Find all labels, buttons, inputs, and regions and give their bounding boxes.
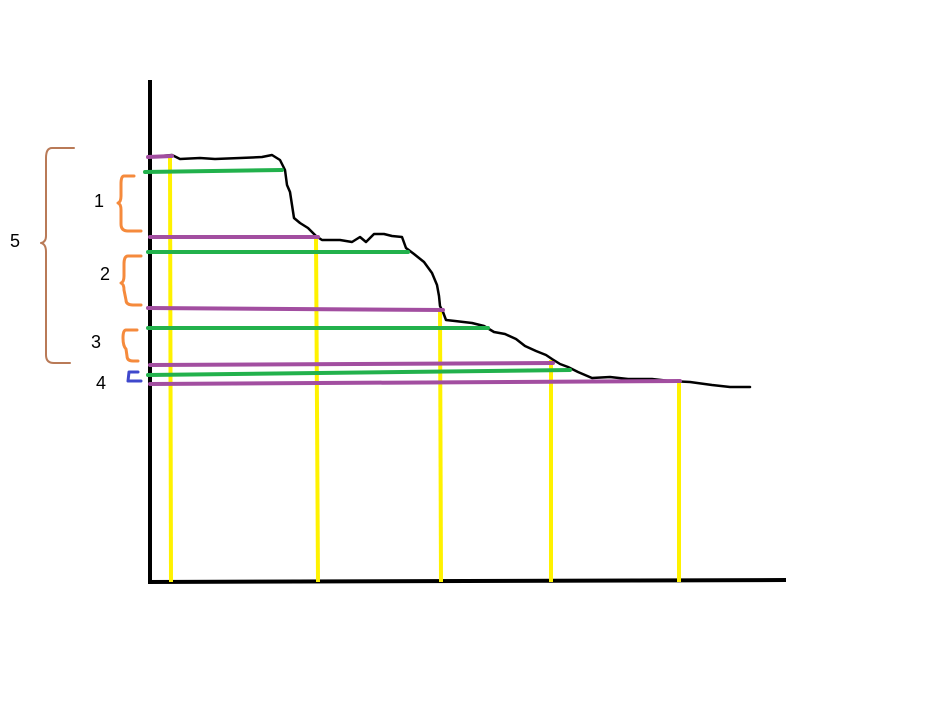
label-3: 3 — [91, 332, 101, 352]
green-lines — [143, 168, 572, 377]
purple-line-3 — [146, 306, 445, 312]
yellow-vertical-2 — [314, 236, 320, 583]
yellow-verticals — [168, 157, 681, 583]
step-curve — [148, 153, 752, 389]
label-2: 2 — [100, 264, 110, 284]
orange-brackets — [116, 174, 143, 363]
bracket-5 — [40, 147, 75, 364]
purple-line-5 — [148, 379, 682, 386]
x-axis — [147, 578, 787, 584]
green-line-1 — [143, 168, 284, 174]
yellow-vertical-1 — [168, 157, 173, 583]
bracket-4 — [126, 370, 143, 383]
purple-lines — [146, 154, 682, 386]
label-5: 5 — [10, 231, 20, 251]
bracket-3 — [121, 328, 140, 363]
purple-line-1 — [146, 154, 174, 159]
bracket-2 — [119, 254, 143, 307]
label-1: 1 — [94, 191, 104, 211]
yellow-vertical-3 — [438, 308, 443, 583]
label-4: 4 — [96, 373, 106, 393]
purple-line-4 — [148, 361, 555, 367]
green-line-4 — [146, 368, 572, 377]
bracket-1 — [116, 174, 143, 233]
